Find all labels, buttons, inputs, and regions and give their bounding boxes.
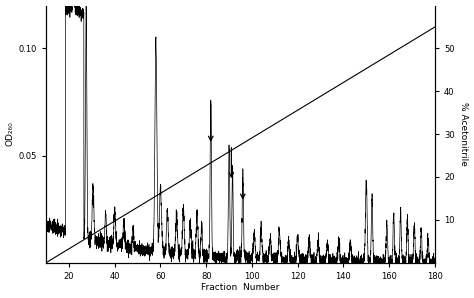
Y-axis label: OD₂₆₀: OD₂₆₀ (6, 122, 15, 147)
Y-axis label: % Acetonitrile: % Acetonitrile (459, 102, 468, 166)
X-axis label: Fraction  Number: Fraction Number (201, 283, 280, 292)
